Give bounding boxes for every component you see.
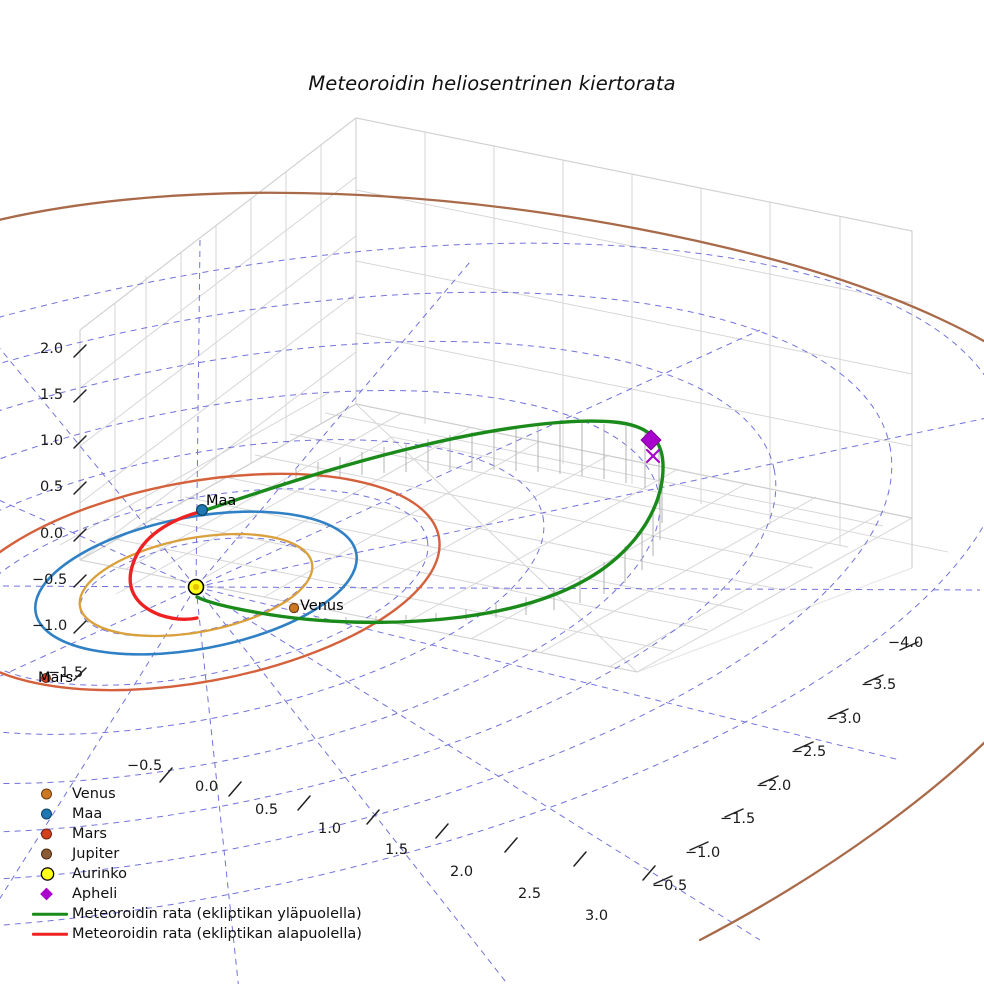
page-title: Meteoroidin heliosentrinen kiertorata (308, 72, 676, 95)
x-tick-label: 2.0 (450, 864, 474, 880)
aphelion-cross-icon (645, 448, 661, 464)
legend-item-maa[interactable]: Maa (28, 804, 348, 824)
mars-marker-icon (28, 824, 72, 844)
y-tick-label: −1.0 (32, 618, 68, 634)
legend-item-mars[interactable]: Mars (28, 824, 348, 844)
green-line-icon (28, 904, 72, 924)
z-tick-label: −4.0 (888, 635, 924, 651)
z-tick-label: −3.0 (826, 711, 862, 727)
annotation-mars: Mars (38, 670, 73, 686)
legend-item-venus[interactable]: Venus (28, 784, 348, 804)
meteoroid-orbit-below (128, 509, 205, 621)
meteoroid-droplines (295, 423, 663, 621)
z-tick-label: −1.0 (685, 845, 721, 861)
aphelion-marker (640, 429, 662, 451)
legend-label: Apheli (72, 886, 118, 902)
venus-marker (288, 602, 300, 614)
pane-outline (79, 117, 913, 673)
z-tick-label: −1.5 (720, 811, 756, 827)
z-tick-label: −2.0 (756, 778, 792, 794)
x-tick-label: 0.0 (195, 779, 219, 795)
y-tick-label: 1.5 (40, 387, 64, 403)
x-tick-label: 1.0 (318, 821, 342, 837)
y-tick-label: 2.0 (40, 341, 64, 357)
x-tick-label: 1.5 (385, 842, 409, 858)
y-tick-label: 0.0 (40, 526, 64, 542)
legend-item-jupiter[interactable]: Jupiter (28, 844, 348, 864)
aphelion-marker-icon (28, 884, 72, 904)
legend-item-meteoroid-below[interactable]: Meteoroidin rata (ekliptikan alapuolella… (28, 924, 362, 944)
legend-label: Venus (72, 786, 116, 802)
legend-item-apheli[interactable]: Apheli (28, 884, 348, 904)
legend-label: Jupiter (72, 846, 120, 862)
venus-marker-icon (28, 784, 72, 804)
sun-marker-icon (28, 864, 72, 884)
sun-marker (187, 578, 205, 596)
legend-label: Mars (72, 826, 107, 842)
mars-orbit (0, 472, 441, 692)
mars-marker (41, 673, 51, 683)
jupiter-marker-icon (28, 844, 72, 864)
meteoroid-orbit-above (195, 419, 665, 625)
y-tick-label: 1.0 (40, 433, 64, 449)
legend: Venus Maa Mars Jupiter Aurinko (28, 784, 362, 944)
z-tick-label: −2.5 (791, 744, 827, 760)
axis-ticks (73, 344, 919, 885)
earth-marker-icon (28, 804, 72, 824)
legend-label: Aurinko (72, 866, 128, 882)
jupiter-orbit (0, 191, 984, 942)
y-tick-label: 0.5 (40, 479, 64, 495)
red-line-icon (28, 924, 72, 944)
legend-item-meteoroid-above[interactable]: Meteoroidin rata (ekliptikan yläpuolella… (28, 904, 362, 924)
y-tick-label: −0.5 (32, 572, 68, 588)
venus-orbit (78, 532, 314, 638)
z-tick-label: −0.5 (652, 878, 688, 894)
legend-label: Maa (72, 806, 103, 822)
annotation-maa: Maa (206, 493, 237, 509)
x-tick-label: 2.5 (518, 886, 542, 902)
x-tick-label: 3.0 (585, 908, 609, 924)
y-tick-label: −1.5 (48, 665, 84, 681)
x-tick-label: −0.5 (127, 758, 163, 774)
legend-item-aurinko[interactable]: Aurinko (28, 864, 348, 884)
x-tick-label: 0.5 (255, 802, 279, 818)
earth-marker (196, 504, 209, 517)
legend-label: Meteoroidin rata (ekliptikan yläpuolella… (72, 906, 362, 922)
annotation-venus: Venus (300, 598, 344, 614)
legend-label: Meteoroidin rata (ekliptikan alapuolella… (72, 926, 362, 942)
z-tick-label: −3.5 (861, 677, 897, 693)
